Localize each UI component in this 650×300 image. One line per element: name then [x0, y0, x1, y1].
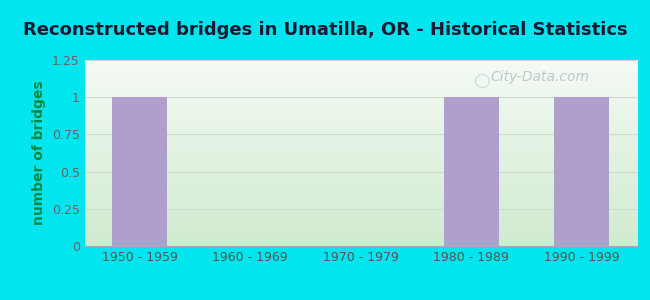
Text: Reconstructed bridges in Umatilla, OR - Historical Statistics: Reconstructed bridges in Umatilla, OR - …	[23, 21, 627, 39]
Bar	[554, 97, 610, 246]
Text: ○: ○	[474, 71, 491, 90]
Y-axis label: number of bridges: number of bridges	[32, 81, 46, 225]
Text: City-Data.com: City-Data.com	[491, 70, 590, 84]
Bar	[112, 97, 168, 246]
Bar	[443, 97, 499, 246]
